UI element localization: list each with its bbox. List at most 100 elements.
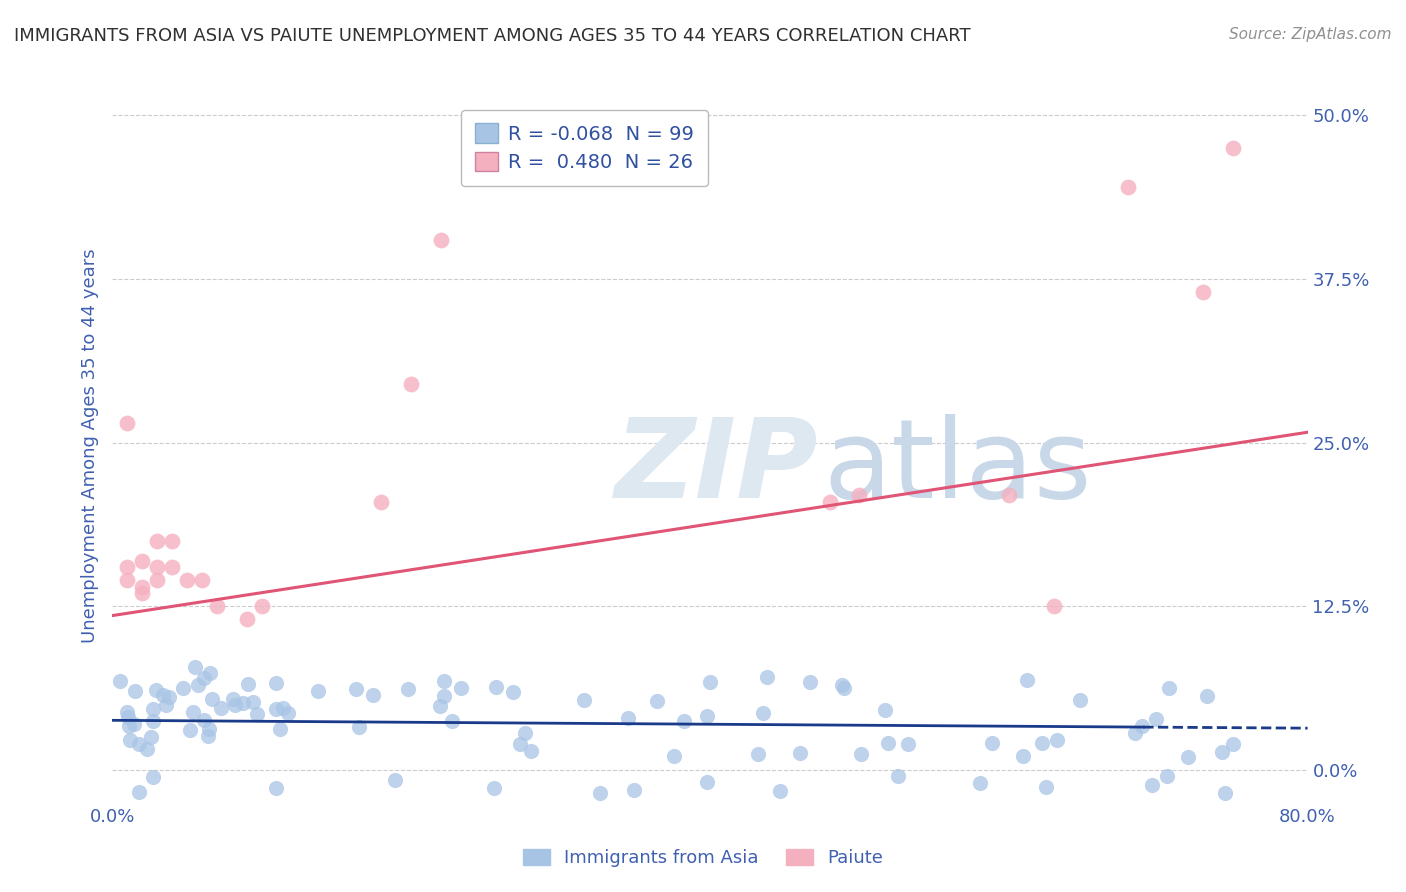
Point: [269, 722, 291, 736]
Point: [789, 746, 811, 760]
Point: [184, 659, 207, 673]
Point: [433, 689, 456, 703]
Point: [1046, 733, 1069, 747]
Point: [181, 705, 204, 719]
Point: [117, 710, 139, 724]
Point: [1035, 780, 1057, 794]
Point: [117, 416, 139, 430]
Point: [875, 703, 897, 717]
Point: [1144, 712, 1167, 726]
Point: [509, 738, 531, 752]
Point: [307, 683, 329, 698]
Text: ZIP: ZIP: [614, 414, 818, 521]
Point: [370, 494, 392, 508]
Legend: Immigrants from Asia, Paiute: Immigrants from Asia, Paiute: [516, 841, 890, 874]
Point: [142, 702, 165, 716]
Point: [1222, 737, 1244, 751]
Point: [131, 553, 153, 567]
Point: [384, 773, 406, 788]
Point: [1222, 141, 1244, 155]
Point: [120, 733, 142, 747]
Point: [502, 685, 524, 699]
Point: [142, 714, 165, 728]
Point: [831, 678, 853, 692]
Point: [155, 698, 177, 712]
Point: [832, 681, 855, 696]
Point: [429, 698, 451, 713]
Point: [623, 783, 645, 797]
Point: [450, 681, 472, 695]
Point: [696, 709, 718, 723]
Point: [264, 701, 287, 715]
Point: [179, 723, 201, 738]
Legend: R = -0.068  N = 99, R =  0.480  N = 26: R = -0.068 N = 99, R = 0.480 N = 26: [461, 110, 707, 186]
Point: [162, 560, 183, 574]
Point: [236, 676, 259, 690]
Point: [1123, 726, 1146, 740]
Point: [264, 675, 287, 690]
Point: [347, 720, 370, 734]
Point: [118, 719, 141, 733]
Point: [1069, 693, 1091, 707]
Point: [271, 700, 294, 714]
Point: [647, 694, 669, 708]
Point: [485, 680, 508, 694]
Point: [142, 770, 165, 784]
Point: [232, 696, 254, 710]
Point: [1140, 779, 1163, 793]
Point: [396, 681, 419, 696]
Point: [1017, 673, 1039, 687]
Point: [277, 706, 299, 720]
Point: [981, 735, 1004, 749]
Point: [146, 560, 169, 574]
Point: [969, 776, 991, 790]
Point: [662, 749, 685, 764]
Point: [363, 688, 385, 702]
Point: [617, 711, 640, 725]
Point: [128, 785, 150, 799]
Point: [1042, 599, 1064, 614]
Point: [877, 736, 900, 750]
Point: [440, 714, 463, 728]
Point: [264, 781, 287, 796]
Point: [193, 672, 215, 686]
Point: [152, 688, 174, 702]
Point: [124, 683, 146, 698]
Point: [401, 376, 423, 391]
Point: [886, 770, 908, 784]
Point: [224, 698, 246, 713]
Point: [135, 742, 157, 756]
Text: Source: ZipAtlas.com: Source: ZipAtlas.com: [1229, 27, 1392, 42]
Point: [747, 747, 769, 761]
Point: [1118, 180, 1140, 194]
Point: [162, 533, 183, 548]
Point: [176, 573, 198, 587]
Point: [197, 723, 219, 737]
Y-axis label: Unemployment Among Ages 35 to 44 years: Unemployment Among Ages 35 to 44 years: [80, 249, 98, 643]
Point: [172, 681, 194, 695]
Point: [145, 682, 167, 697]
Text: atlas: atlas: [824, 414, 1092, 521]
Point: [1157, 681, 1180, 696]
Point: [250, 599, 273, 614]
Point: [117, 573, 139, 587]
Text: IMMIGRANTS FROM ASIA VS PAIUTE UNEMPLOYMENT AMONG AGES 35 TO 44 YEARS CORRELATIO: IMMIGRANTS FROM ASIA VS PAIUTE UNEMPLOYM…: [14, 27, 970, 45]
Point: [513, 726, 536, 740]
Point: [193, 714, 215, 728]
Point: [139, 730, 162, 744]
Point: [146, 533, 169, 548]
Point: [998, 488, 1021, 502]
Point: [588, 786, 610, 800]
Point: [1192, 285, 1215, 300]
Point: [187, 678, 209, 692]
Point: [673, 714, 696, 729]
Point: [1177, 750, 1199, 764]
Point: [769, 784, 792, 798]
Point: [205, 599, 228, 614]
Point: [482, 781, 505, 796]
Point: [1213, 786, 1236, 800]
Point: [1156, 769, 1178, 783]
Point: [128, 737, 150, 751]
Point: [246, 706, 269, 721]
Point: [146, 573, 169, 587]
